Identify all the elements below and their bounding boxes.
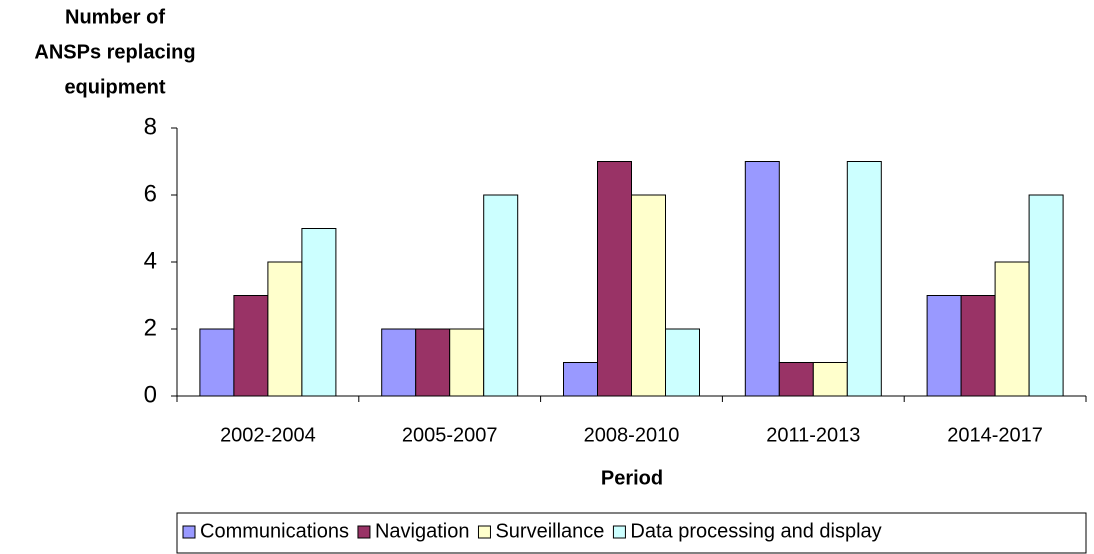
legend-label: Surveillance — [495, 520, 604, 542]
y-tick-label: 0 — [144, 381, 157, 408]
y-axis-title: Number of — [65, 6, 165, 28]
bar — [994, 261, 1030, 397]
bar — [846, 161, 882, 397]
bar — [926, 295, 962, 397]
y-tick-label: 4 — [144, 247, 157, 274]
bar — [597, 161, 632, 397]
bar — [960, 295, 996, 397]
legend-swatch — [357, 525, 371, 539]
y-tick-label: 6 — [144, 180, 157, 207]
x-tick-label: 2008-2010 — [584, 424, 680, 446]
bar — [381, 328, 417, 397]
x-tick-label: 2002-2004 — [220, 424, 316, 446]
bar — [449, 328, 485, 397]
bar — [778, 362, 814, 397]
y-axis-title: ANSPs replacing — [34, 41, 195, 63]
bar — [744, 161, 780, 397]
bar — [233, 295, 269, 397]
bar — [415, 328, 451, 397]
x-tick-label: 2005-2007 — [402, 424, 498, 446]
legend-label: Communications — [200, 520, 349, 542]
bar — [483, 194, 519, 397]
y-tick-label: 8 — [144, 113, 157, 140]
bar — [665, 328, 700, 397]
bar — [631, 194, 666, 397]
legend-swatch — [612, 525, 626, 539]
legend-box — [176, 512, 1087, 554]
bar — [812, 362, 848, 397]
x-tick-label: 2014-2017 — [947, 424, 1043, 446]
bar — [267, 261, 303, 397]
bar — [563, 362, 598, 397]
y-tick-label: 2 — [144, 314, 157, 341]
bar — [301, 228, 337, 397]
legend-label: Navigation — [375, 520, 470, 542]
bar — [1028, 194, 1064, 397]
x-tick-label: 2011-2013 — [766, 424, 860, 446]
legend-swatch — [182, 525, 196, 539]
y-axis-title: equipment — [64, 76, 165, 98]
legend-label: Data processing and display — [630, 520, 881, 542]
legend-swatch — [477, 525, 491, 539]
x-axis-title: Period — [601, 467, 663, 489]
bar — [199, 328, 235, 397]
